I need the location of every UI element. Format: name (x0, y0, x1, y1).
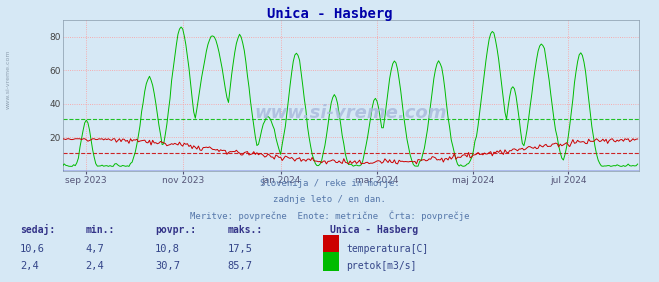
Text: 2,4: 2,4 (20, 261, 38, 271)
Text: 17,5: 17,5 (227, 244, 252, 254)
Text: 30,7: 30,7 (155, 261, 180, 271)
Text: sedaj:: sedaj: (20, 224, 55, 235)
Text: www.si-vreme.com: www.si-vreme.com (254, 104, 447, 122)
Text: min.:: min.: (86, 225, 115, 235)
Text: 85,7: 85,7 (227, 261, 252, 271)
Text: maks.:: maks.: (227, 225, 262, 235)
Text: Unica - Hasberg: Unica - Hasberg (330, 225, 418, 235)
Text: www.si-vreme.com: www.si-vreme.com (5, 49, 11, 109)
Text: Slovenija / reke in morje.: Slovenija / reke in morje. (260, 179, 399, 188)
Text: 2,4: 2,4 (86, 261, 104, 271)
Text: 4,7: 4,7 (86, 244, 104, 254)
Text: povpr.:: povpr.: (155, 225, 196, 235)
Text: Meritve: povprečne  Enote: metrične  Črta: povprečje: Meritve: povprečne Enote: metrične Črta:… (190, 210, 469, 221)
Text: temperatura[C]: temperatura[C] (346, 244, 428, 254)
Text: Unica - Hasberg: Unica - Hasberg (267, 7, 392, 21)
Text: pretok[m3/s]: pretok[m3/s] (346, 261, 416, 271)
Text: zadnje leto / en dan.: zadnje leto / en dan. (273, 195, 386, 204)
Text: 10,6: 10,6 (20, 244, 45, 254)
Text: 10,8: 10,8 (155, 244, 180, 254)
